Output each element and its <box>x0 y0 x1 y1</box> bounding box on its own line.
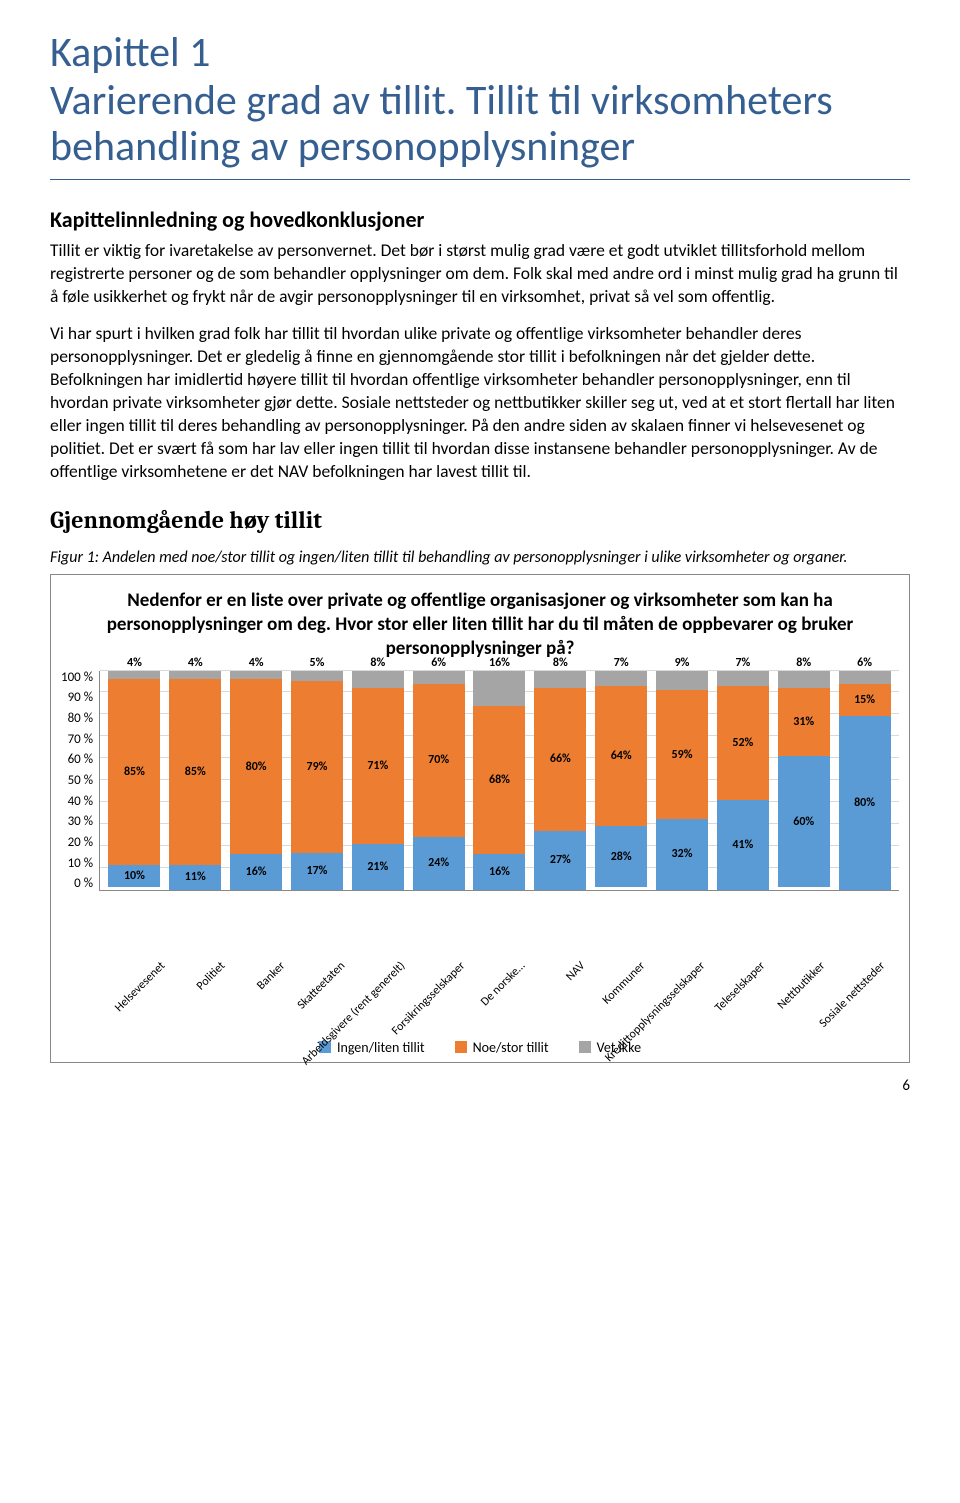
bar-segment-vetikke <box>717 671 769 686</box>
bar-segment-ingenliten: 28% <box>595 826 647 887</box>
bar-segment-ingenliten: 32% <box>656 819 708 889</box>
bar-segment-vetikke <box>108 671 160 680</box>
bar-label-vetikke: 4% <box>108 656 160 670</box>
bar-segment-ingenliten: 11% <box>169 865 221 889</box>
chart-title: Nedenfor er en liste over private og off… <box>61 589 899 660</box>
bar-segment-vetikke <box>413 671 465 684</box>
bar-segment-noestor: 59% <box>656 690 708 819</box>
bar-segment-vetikke <box>473 671 525 706</box>
legend-label: Ingen/liten tillit <box>337 1039 425 1056</box>
y-axis-tick: 50 % <box>68 774 93 787</box>
bar-segment-noestor: 71% <box>352 688 404 843</box>
bar-segment-noestor: 64% <box>595 686 647 826</box>
bar-label-vetikke: 5% <box>291 656 343 670</box>
bar-label-vetikke: 7% <box>595 656 647 670</box>
bar-label-vetikke: 8% <box>352 656 404 670</box>
chapter-subtitle: Varierende grad av tillit. Tillit til vi… <box>50 78 910 179</box>
y-axis-tick: 0 % <box>74 877 93 890</box>
bar-label-vetikke: 4% <box>230 656 282 670</box>
bar-label-vetikke: 4% <box>169 656 221 670</box>
bar-segment-vetikke <box>656 671 708 691</box>
bar-segment-vetikke <box>230 671 282 680</box>
figure-caption: Figur 1: Andelen med noe/stor tillit og … <box>50 548 910 569</box>
section-heading-intro: Kapittelinnledning og hovedkonklusjoner <box>50 206 910 233</box>
bar-segment-noestor: 66% <box>534 688 586 831</box>
bar-segment-vetikke <box>291 671 343 682</box>
bar-segment-ingenliten: 60% <box>778 756 830 887</box>
chart-bar: 16%68%16% <box>473 671 525 890</box>
chart-plot-region: 4%85%10%4%85%11%4%80%16%5%79%17%8%71%21%… <box>99 671 899 891</box>
chart-bar: 8%66%27% <box>534 671 586 890</box>
chart-legend: Ingen/liten tillit Noe/stor tillit Vet i… <box>61 1039 899 1056</box>
page-number: 6 <box>50 1077 910 1095</box>
y-axis-tick: 40 % <box>68 795 93 808</box>
bar-label-vetikke: 6% <box>413 656 465 670</box>
body-paragraph: Tillit er viktig for ivaretakelse av per… <box>50 239 910 308</box>
bar-label-vetikke: 8% <box>778 656 830 670</box>
chart-bar: 7%64%28% <box>595 671 647 890</box>
chart-container: Nedenfor er en liste over private og off… <box>50 574 910 1062</box>
bar-segment-ingenliten: 17% <box>291 853 343 890</box>
chart-bar: 9%59%32% <box>656 671 708 890</box>
chart-bar: 4%80%16% <box>230 671 282 890</box>
legend-item-noe-stor: Noe/stor tillit <box>455 1039 549 1056</box>
bar-segment-noestor: 80% <box>230 679 282 854</box>
bar-segment-vetikke <box>352 671 404 689</box>
chart-bar: 6%15%80% <box>839 671 891 890</box>
bar-label-vetikke: 9% <box>656 656 708 670</box>
bar-segment-vetikke <box>595 671 647 686</box>
chart-bars: 4%85%10%4%85%11%4%80%16%5%79%17%8%71%21%… <box>100 671 899 890</box>
body-paragraph: Vi har spurt i hvilken grad folk har til… <box>50 322 910 484</box>
y-axis-tick: 90 % <box>68 691 93 704</box>
bar-segment-noestor: 79% <box>291 681 343 852</box>
bar-segment-vetikke <box>169 671 221 680</box>
y-axis-tick: 100 % <box>61 671 93 684</box>
legend-swatch <box>579 1041 591 1053</box>
y-axis-tick: 30 % <box>68 815 93 828</box>
y-axis-tick: 80 % <box>68 712 93 725</box>
bar-segment-vetikke <box>778 671 830 689</box>
legend-label: Noe/stor tillit <box>473 1039 549 1056</box>
chart-plot-area: 100 % 90 % 80 % 70 % 60 % 50 % 40 % 30 % 20 % 10 … <box>61 671 899 931</box>
bar-segment-noestor: 70% <box>413 684 465 837</box>
legend-swatch <box>455 1041 467 1053</box>
bar-label-vetikke: 16% <box>473 656 525 670</box>
bar-segment-noestor: 15% <box>839 684 891 717</box>
chart-bar: 5%79%17% <box>291 671 343 890</box>
bar-segment-noestor: 68% <box>473 706 525 855</box>
bar-segment-noestor: 85% <box>169 679 221 865</box>
chart-bar: 4%85%10% <box>108 671 160 890</box>
bar-segment-noestor: 31% <box>778 688 830 756</box>
bar-segment-ingenliten: 24% <box>413 837 465 890</box>
y-axis-tick: 20 % <box>68 836 93 849</box>
bar-segment-ingenliten: 10% <box>108 865 160 887</box>
chart-bar: 8%71%21% <box>352 671 404 890</box>
bar-segment-ingenliten: 80% <box>839 716 891 889</box>
bar-segment-ingenliten: 41% <box>717 800 769 890</box>
bar-segment-ingenliten: 16% <box>230 854 282 889</box>
chapter-title: Kapittel 1 <box>50 30 910 76</box>
chart-bar: 7%52%41% <box>717 671 769 890</box>
chart-bar: 4%85%11% <box>169 671 221 890</box>
chart-bar: 6%70%24% <box>413 671 465 890</box>
bar-segment-ingenliten: 21% <box>352 844 404 890</box>
section-heading-tillit: Gjennomgående høy tillit <box>50 506 910 534</box>
chart-x-axis: HelsevesenetPolitietBankerSkatteetatenAr… <box>111 935 899 1035</box>
y-axis-tick: 60 % <box>68 753 93 766</box>
bar-segment-ingenliten: 16% <box>473 854 525 889</box>
bar-label-vetikke: 7% <box>717 656 769 670</box>
bar-segment-vetikke <box>839 671 891 684</box>
bar-segment-noestor: 52% <box>717 686 769 800</box>
bar-label-vetikke: 8% <box>534 656 586 670</box>
bar-segment-vetikke <box>534 671 586 688</box>
chart-y-axis: 100 % 90 % 80 % 70 % 60 % 50 % 40 % 30 % 20 % 10 … <box>61 671 99 891</box>
y-axis-tick: 70 % <box>68 733 93 746</box>
y-axis-tick: 10 % <box>68 857 93 870</box>
bar-label-vetikke: 6% <box>839 656 891 670</box>
chart-bar: 8%31%60% <box>778 671 830 890</box>
bar-segment-noestor: 85% <box>108 679 160 865</box>
bar-segment-ingenliten: 27% <box>534 831 586 890</box>
